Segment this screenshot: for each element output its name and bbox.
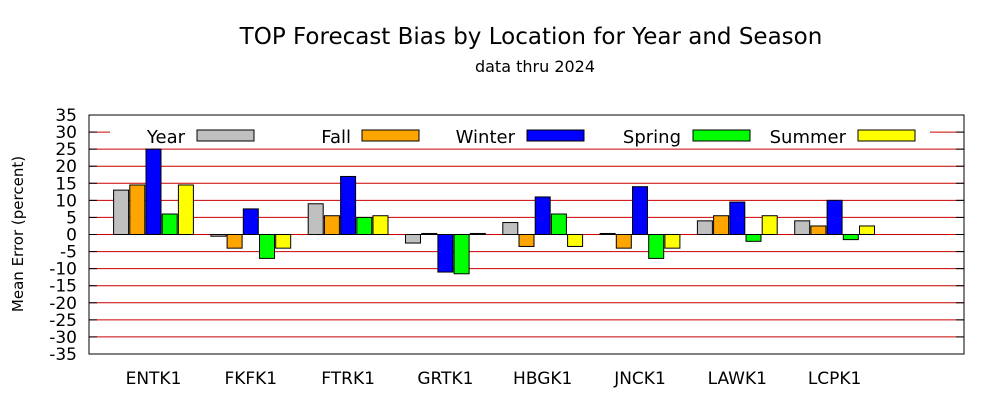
bar-summer-grtk1: [469, 232, 486, 235]
bar-summer-hbgk1: [567, 234, 584, 247]
y-tick-label: -25: [49, 311, 77, 331]
bar-year-lcpk1: [794, 220, 811, 235]
bar-year-grtk1: [405, 234, 421, 244]
bar-layer: [113, 148, 875, 275]
bar-winter-hbgk1: [534, 196, 551, 235]
bar-winter-jnck1: [632, 186, 648, 235]
legend-swatch-fall: [361, 129, 420, 142]
bar-summer-jnck1: [664, 234, 681, 249]
bar-winter-entk1: [145, 148, 162, 235]
bar-winter-ftrk1: [340, 175, 357, 235]
bar-fall-fkfk1: [226, 234, 243, 249]
bar-summer-entk1: [177, 184, 194, 235]
legend-label-winter: Winter: [456, 127, 516, 148]
legend-swatch-spring: [692, 129, 751, 142]
bar-year-lawk1: [696, 220, 713, 235]
bar-winter-fkfk1: [242, 208, 259, 235]
bar-year-entk1: [113, 189, 130, 236]
bar-fall-lawk1: [713, 215, 730, 236]
bar-fall-ftrk1: [323, 215, 340, 236]
legend-label-spring: Spring: [623, 127, 681, 148]
bar-winter-lcpk1: [826, 199, 843, 236]
y-tick-label: -30: [49, 328, 77, 348]
bar-fall-hbgk1: [518, 234, 535, 247]
y-tick-label: -10: [49, 260, 77, 280]
y-tick-label: 10: [55, 191, 77, 211]
bar-year-hbgk1: [502, 222, 519, 236]
legend-swatch-year: [196, 129, 255, 142]
bar-spring-jnck1: [648, 234, 665, 259]
y-axis-label: Mean Error (percent): [9, 156, 27, 312]
bar-fall-grtk1: [421, 232, 438, 235]
y-tick-label: -15: [49, 277, 77, 297]
y-tick-label: 30: [55, 123, 77, 143]
y-tick-label: 25: [55, 140, 77, 160]
x-category-label: LCPK1: [808, 369, 862, 389]
bar-year-ftrk1: [307, 203, 324, 235]
bar-summer-lawk1: [761, 215, 778, 236]
bar-winter-grtk1: [437, 234, 454, 273]
chart-title: TOP Forecast Bias by Location for Year a…: [239, 24, 823, 50]
legend-label-fall: Fall: [321, 127, 351, 148]
bar-spring-lcpk1: [842, 234, 859, 241]
y-tick-label: 35: [55, 106, 77, 126]
x-category-label: FKFK1: [224, 369, 277, 389]
y-tick-label: 15: [55, 174, 77, 194]
bar-spring-lawk1: [745, 234, 762, 242]
bar-spring-fkfk1: [259, 234, 275, 259]
x-category-label: GRTK1: [417, 369, 473, 389]
x-category-label: LAWK1: [708, 369, 767, 389]
x-category-label: JNCK1: [613, 369, 666, 389]
chart-subtitle: data thru 2024: [475, 57, 595, 76]
x-category-label: ENTK1: [126, 369, 182, 389]
bar-spring-hbgk1: [550, 213, 567, 235]
bar-year-fkfk1: [210, 234, 227, 237]
y-tick-label: 0: [66, 226, 77, 246]
bar-winter-lawk1: [729, 201, 746, 235]
legend-label-year: Year: [146, 127, 186, 148]
bar-fall-jnck1: [615, 234, 632, 249]
bar-spring-entk1: [161, 213, 178, 235]
legend-swatch-summer: [857, 129, 916, 142]
bar-summer-fkfk1: [275, 234, 292, 249]
y-tick-label: -20: [49, 294, 77, 314]
bar-year-jnck1: [599, 232, 616, 235]
y-tick-label: 5: [66, 208, 77, 228]
grid-layer: [89, 131, 964, 338]
legend-label-summer: Summer: [770, 127, 847, 148]
x-category-label: HBGK1: [513, 369, 572, 389]
legend-swatch-winter: [526, 129, 585, 142]
y-tick-label: -35: [49, 345, 77, 365]
y-tick-label: 20: [55, 157, 77, 177]
bar-spring-ftrk1: [356, 216, 373, 236]
y-tick-label: -5: [60, 243, 77, 263]
bar-summer-lcpk1: [859, 225, 875, 235]
bar-spring-grtk1: [453, 234, 470, 275]
legend: Year Fall Winter Spring Summer: [110, 123, 930, 148]
bar-fall-lcpk1: [810, 225, 827, 235]
x-category-label: FTRK1: [321, 369, 375, 389]
bar-summer-ftrk1: [372, 215, 389, 236]
bar-fall-entk1: [129, 184, 146, 235]
